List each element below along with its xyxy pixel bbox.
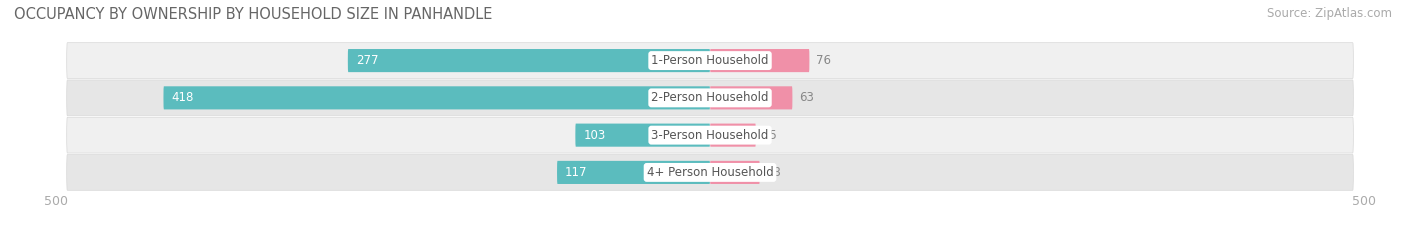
Text: 4+ Person Household: 4+ Person Household [647,166,773,179]
FancyBboxPatch shape [557,161,710,184]
FancyBboxPatch shape [66,43,1354,79]
Text: 103: 103 [583,129,606,142]
Text: 117: 117 [565,166,588,179]
Text: 418: 418 [172,91,194,104]
FancyBboxPatch shape [710,161,759,184]
FancyBboxPatch shape [710,49,810,72]
Text: 2-Person Household: 2-Person Household [651,91,769,104]
FancyBboxPatch shape [163,86,710,110]
FancyBboxPatch shape [710,123,756,147]
FancyBboxPatch shape [575,123,710,147]
Text: Source: ZipAtlas.com: Source: ZipAtlas.com [1267,7,1392,20]
FancyBboxPatch shape [66,117,1354,153]
Text: 3-Person Household: 3-Person Household [651,129,769,142]
Text: OCCUPANCY BY OWNERSHIP BY HOUSEHOLD SIZE IN PANHANDLE: OCCUPANCY BY OWNERSHIP BY HOUSEHOLD SIZE… [14,7,492,22]
Text: 1-Person Household: 1-Person Household [651,54,769,67]
Text: 38: 38 [766,166,780,179]
FancyBboxPatch shape [347,49,710,72]
FancyBboxPatch shape [66,154,1354,190]
Text: 35: 35 [762,129,778,142]
Text: 76: 76 [815,54,831,67]
FancyBboxPatch shape [710,86,793,110]
FancyBboxPatch shape [66,80,1354,116]
Text: 63: 63 [799,91,814,104]
Text: 277: 277 [356,54,378,67]
